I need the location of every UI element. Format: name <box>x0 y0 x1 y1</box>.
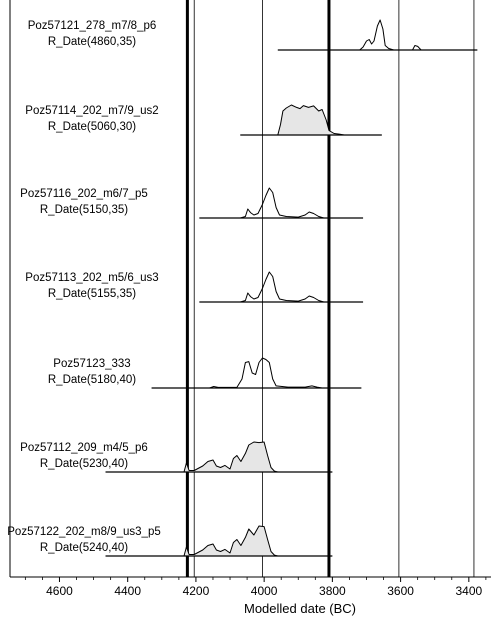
series-date-label-6: R_Date(5240,40) <box>40 542 128 554</box>
series-date-label-2: R_Date(5150,35) <box>40 204 128 216</box>
x-axis-label: Modelled date (BC) <box>244 601 356 616</box>
x-tick-label-5: 3600 <box>387 584 414 598</box>
x-tick-label-0: 4600 <box>46 584 73 598</box>
series-date-label-4: R_Date(5180,40) <box>48 374 136 386</box>
series-row-5: Poz57112_209_m4/5_p6 R_Date(5230,40) <box>20 441 333 473</box>
density-curve-2 <box>239 187 325 219</box>
x-tick-label-1: 4400 <box>114 584 141 598</box>
density-curve-4 <box>209 357 323 389</box>
series-date-label-3: R_Date(5155,35) <box>48 288 136 300</box>
series-name-label-4: Poz57123_333 <box>53 358 130 370</box>
series-row-2: Poz57116_202_m6/7_p5 R_Date(5150,35) <box>20 187 364 219</box>
density-curve-1 <box>277 104 345 136</box>
series-date-label-5: R_Date(5230,40) <box>40 458 128 470</box>
series-name-label-3: Poz57113_202_m5/6_us3 <box>25 272 158 284</box>
series-row-3: Poz57113_202_m5/6_us3 R_Date(5155,35) <box>25 271 364 303</box>
x-tick-label-4: 3800 <box>319 584 346 598</box>
density-curve-6 <box>183 525 279 557</box>
series-date-label-1: R_Date(5060,30) <box>48 121 136 133</box>
series-date-label-0: R_Date(4860,35) <box>48 36 136 48</box>
series-name-label-2: Poz57116_202_m6/7_p5 <box>20 188 148 200</box>
x-tick-label-6: 3400 <box>455 584 482 598</box>
series-name-label-1: Poz57114_202_m7/9_us2 <box>25 105 158 117</box>
series-row-1: Poz57114_202_m7/9_us2 R_Date(5060,30) <box>25 104 382 136</box>
series-group: Poz57121_278_m7/8_p6R_Date(4860,35)Poz57… <box>7 19 478 557</box>
series-name-label-5: Poz57112_209_m4/5_p6 <box>20 442 148 454</box>
x-tick-label-2: 4200 <box>183 584 210 598</box>
x-axis: 4600 4400 4200 4000 3800 3600 3400 <box>9 0 491 598</box>
series-name-label-0: Poz57121_278_m7/8_p6 <box>28 20 157 32</box>
series-row-4: Poz57123_333 R_Date(5180,40) <box>48 357 362 389</box>
density-curve-0 <box>359 19 422 51</box>
density-curve-3 <box>239 271 325 303</box>
series-row-0: Poz57121_278_m7/8_p6 R_Date(4860,35) <box>28 19 478 51</box>
series-name-label-6: Poz57122_202_m8/9_us3_p5 <box>7 526 160 538</box>
series-row-6: Poz57122_202_m8/9_us3_p5 R_Date(5240,40) <box>7 525 333 557</box>
x-tick-label-3: 4000 <box>251 584 278 598</box>
density-curve-5 <box>183 441 279 473</box>
